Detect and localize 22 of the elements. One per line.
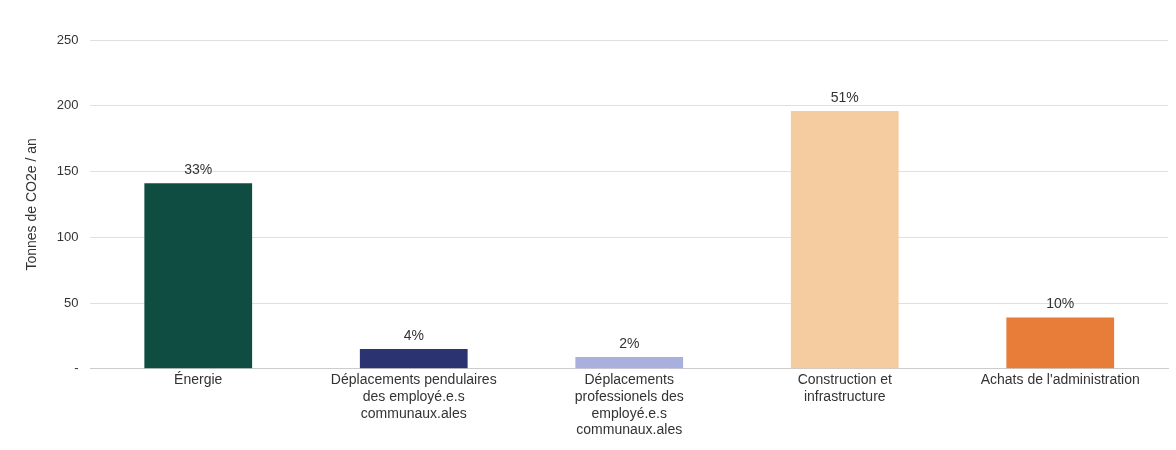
y-tick-label: 150 — [56, 163, 79, 179]
y-tick-label: - — [74, 360, 79, 376]
annotation: 10% — [1046, 295, 1075, 312]
y-tick-label: 250 — [56, 31, 79, 47]
y-axis-title: Tonnes de CO2e / an — [23, 138, 40, 271]
y-tick-label: 50 — [64, 294, 79, 310]
annotation: 33% — [184, 161, 213, 178]
x-tick-label: Construction et infrastructure — [797, 371, 892, 404]
bar — [144, 183, 253, 369]
y-tick-label: 200 — [56, 97, 79, 113]
annotation: 2% — [619, 334, 640, 351]
bar — [359, 349, 468, 369]
x-tick-label: Déplacements professionels des employé.e.s communaux.ales — [574, 371, 684, 438]
annotation: 4% — [403, 326, 424, 343]
bar — [575, 356, 684, 369]
bar — [1006, 317, 1115, 369]
annotation: 51% — [830, 88, 859, 105]
bar — [790, 111, 899, 369]
x-tick-label: Achats de l'administration — [980, 371, 1140, 388]
y-tick-label: 100 — [56, 228, 79, 244]
x-tick-label: Énergie — [174, 371, 223, 388]
x-tick-label: Déplacements pendulaires des employé.e.s communaux.ales — [330, 371, 497, 421]
